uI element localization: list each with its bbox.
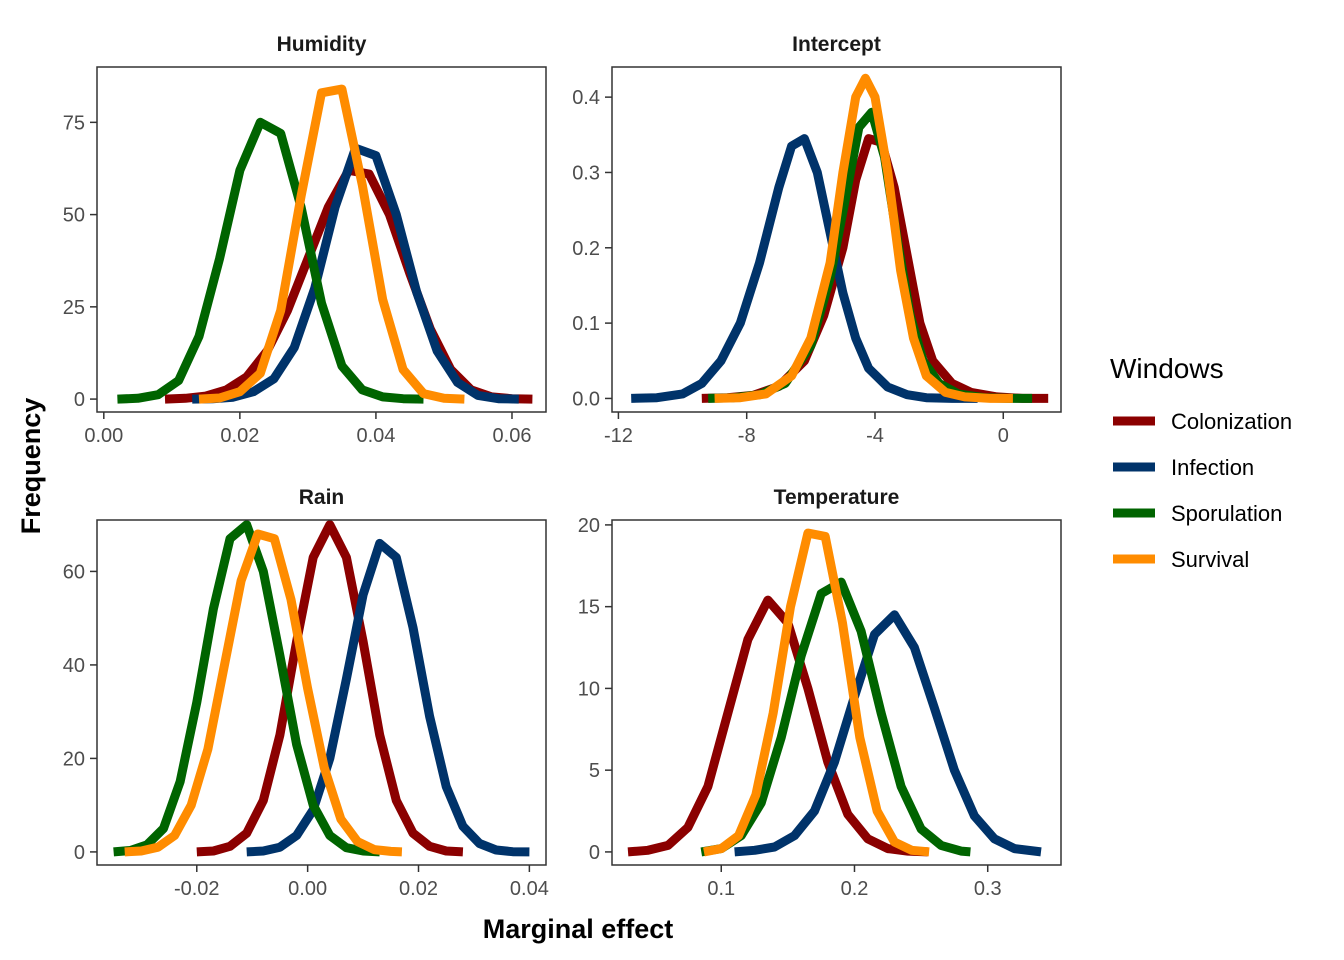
curves-temperature [627,528,1042,857]
series-intercept-survival [714,73,1013,403]
x-tick-label-intercept: 0 [998,425,1009,447]
series-humidity-survival [198,84,465,404]
x-tick-label-intercept: -4 [866,425,884,447]
y-tick-label-rain: 20 [63,748,85,770]
series-humidity-infection [192,143,519,404]
x-tick-label-humidity: 0.06 [493,425,532,447]
curves-humidity [117,84,533,404]
legend-entry-infection: Infection [1113,455,1254,480]
panel-intercept: Intercept -12 -8 -4 0 0.0 0.1 0.2 0.3 0.4 [572,33,1062,447]
x-tick-label-rain: 0.00 [288,878,327,900]
panel-title-humidity: Humidity [277,33,367,56]
y-tick-label-humidity: 75 [63,112,85,134]
y-tick-label-intercept: 0.3 [572,162,600,184]
y-tick-label-temperature: 0 [589,842,600,864]
x-axis-title: Marginal effect [483,914,674,944]
y-tick-label-intercept: 0.1 [572,313,600,335]
x-tick-label-humidity: 0.04 [356,425,395,447]
series-temperature-sporulation [700,577,971,857]
x-tick-label-rain: -0.02 [174,878,220,900]
x-tick-label-humidity: 0.00 [84,425,123,447]
y-tick-label-temperature: 20 [578,515,600,537]
legend-entry-survival: Survival [1113,547,1249,572]
panel-border-intercept [611,66,1062,413]
x-tick-label-temperature: 0.1 [707,878,735,900]
x-tick-label-intercept: -8 [738,425,756,447]
series-temperature-infection [734,610,1042,857]
y-tick-label-intercept: 0.2 [572,238,600,260]
y-tick-label-temperature: 15 [578,597,600,619]
panel-rain: Rain -0.02 0.00 0.02 0.04 0 20 40 60 [63,486,549,900]
x-tick-label-temperature: 0.3 [974,878,1002,900]
panel-border-rain [96,519,547,866]
legend-title: Windows [1110,353,1224,384]
panel-border-humidity [96,66,547,413]
y-tick-label-temperature: 5 [589,760,600,782]
x-tick-label-rain: 0.04 [510,878,549,900]
x-tick-label-temperature: 0.2 [841,878,869,900]
y-tick-label-rain: 40 [63,655,85,677]
series-temperature-survival [703,528,930,857]
series-humidity-colonization [164,165,533,404]
legend-label-survival: Survival [1171,547,1249,572]
curves-intercept [631,73,1049,403]
curves-rain [113,520,530,857]
x-tick-label-humidity: 0.02 [220,425,259,447]
legend-entry-colonization: Colonization [1113,409,1292,434]
legend-label-infection: Infection [1171,455,1254,480]
series-rain-survival [124,529,403,857]
series-intercept-infection [631,134,978,403]
legend-label-colonization: Colonization [1171,409,1292,434]
panel-title-temperature: Temperature [774,486,900,509]
legend-label-sporulation: Sporulation [1171,501,1282,526]
series-humidity-sporulation [117,117,424,404]
y-tick-label-humidity: 50 [63,205,85,227]
panel-title-intercept: Intercept [792,33,881,56]
panel-temperature: Temperature 0.1 0.2 0.3 0 5 10 15 20 [578,486,1062,900]
y-tick-label-intercept: 0.0 [572,388,600,410]
panel-humidity: Humidity 0.00 0.02 0.04 0.06 0 25 50 75 [63,33,547,447]
x-tick-label-intercept: -12 [604,425,633,447]
y-tick-label-humidity: 0 [74,389,85,411]
series-rain-sporulation [113,520,380,857]
panel-border-temperature [611,519,1062,866]
legend-entry-sporulation: Sporulation [1113,501,1282,526]
series-rain-infection [246,538,530,857]
series-temperature-colonization [627,595,928,857]
y-tick-label-rain: 0 [74,842,85,864]
y-tick-label-humidity: 25 [63,297,85,319]
series-intercept-sporulation [708,107,1033,403]
panel-title-rain: Rain [299,486,345,509]
series-rain-colonization [196,520,464,857]
y-tick-label-rain: 60 [63,561,85,583]
legend: Windows Colonization Infection Sporulation… [1110,353,1292,572]
x-tick-label-rain: 0.02 [399,878,438,900]
y-tick-label-temperature: 10 [578,678,600,700]
y-axis-title: Frequency [16,398,46,535]
y-tick-label-intercept: 0.4 [572,87,600,109]
